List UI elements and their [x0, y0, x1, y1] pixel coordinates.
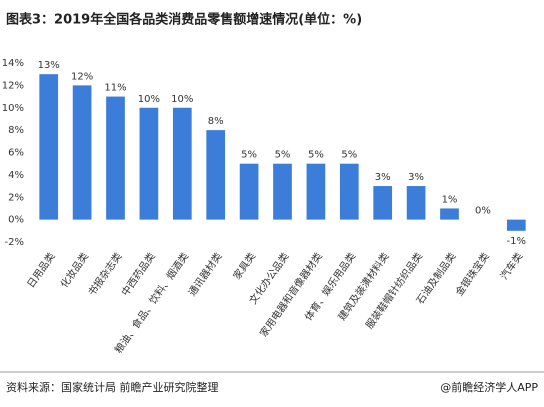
- value-label: 5%: [341, 150, 357, 161]
- x-tick-label: 汽车类: [497, 250, 525, 282]
- bar: [406, 186, 426, 220]
- bar: [206, 130, 226, 220]
- bar: [239, 163, 259, 220]
- bar: [106, 96, 125, 220]
- bar: [139, 107, 159, 220]
- chart-title: 图表3：2019年全国各品类消费品零售额增速情况(单位：%): [6, 12, 362, 28]
- value-label: -1%: [507, 236, 526, 247]
- y-tick-label: 4%: [8, 170, 24, 181]
- value-label: 11%: [104, 83, 126, 94]
- x-tick-label: 通讯器材类: [185, 250, 224, 298]
- x-tick-label: 书报杂志类: [85, 250, 124, 298]
- credit: @前瞻经济学人APP: [440, 380, 538, 394]
- y-tick-label: 12%: [2, 80, 24, 91]
- value-label: 5%: [308, 150, 324, 161]
- y-tick-label: 8%: [8, 125, 24, 136]
- bar: [172, 107, 192, 220]
- value-label: 10%: [171, 94, 193, 105]
- y-tick-label: 2%: [8, 192, 24, 203]
- y-tick-label: -2%: [5, 237, 24, 248]
- value-label: 3%: [375, 172, 391, 183]
- value-label: 1%: [442, 194, 458, 205]
- x-tick-label: 家用电器和音像器材类: [257, 250, 325, 339]
- value-label: 12%: [71, 71, 93, 82]
- bar: [72, 85, 92, 220]
- bar: [273, 163, 292, 220]
- value-label: 8%: [208, 116, 224, 127]
- y-tick-label: 14%: [2, 58, 24, 69]
- value-label: 10%: [138, 94, 160, 105]
- bar: [39, 74, 59, 220]
- bar: [440, 208, 459, 220]
- value-label: 0%: [475, 206, 491, 217]
- value-label: 5%: [241, 150, 257, 161]
- x-tick-label: 家具类: [230, 250, 258, 282]
- x-tick-label: 服装鞋帽针纺织品类: [363, 250, 425, 331]
- x-tick-label: 日用品类: [24, 250, 58, 290]
- x-tick-label: 金银珠宝类: [452, 250, 491, 298]
- y-tick-label: 6%: [8, 148, 24, 159]
- x-tick-label: 化妆品类: [57, 250, 91, 290]
- bar: [373, 186, 393, 220]
- y-tick-label: 0%: [8, 215, 24, 226]
- source: 资料来源：国家统计局 前瞻产业研究院整理: [6, 380, 219, 394]
- value-label: 13%: [38, 60, 60, 71]
- bar: [506, 219, 526, 231]
- bar: [339, 163, 359, 220]
- y-tick-label: 10%: [2, 103, 24, 114]
- value-label: 3%: [408, 172, 424, 183]
- bar: [306, 163, 326, 220]
- x-tick-label: 中西药品类: [118, 250, 157, 298]
- value-label: 5%: [275, 150, 291, 161]
